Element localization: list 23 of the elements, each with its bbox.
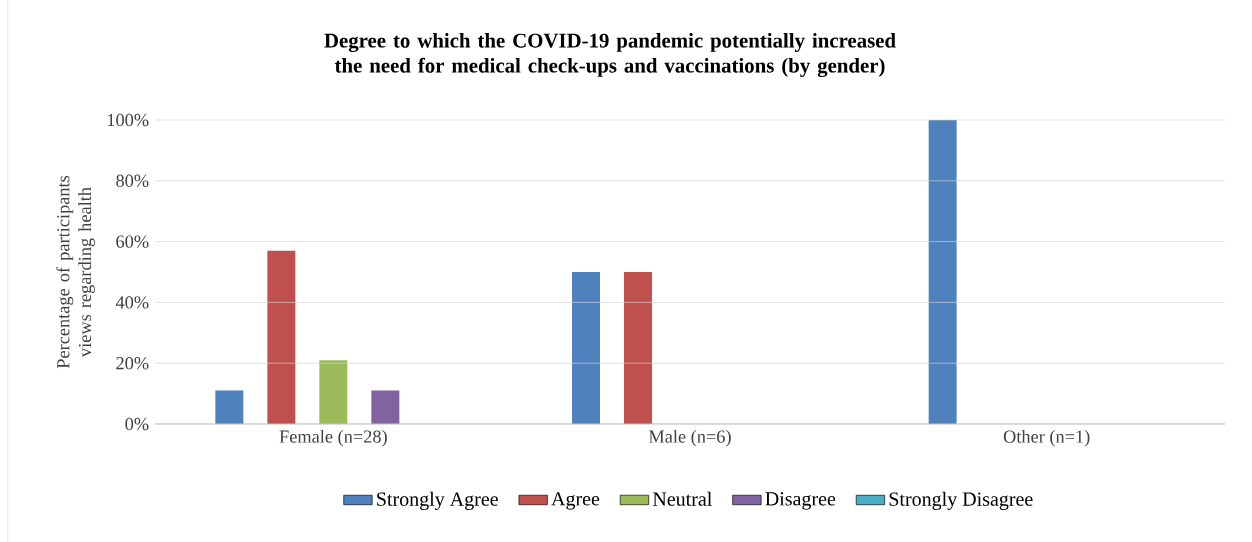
x-tick-label: Female (n=28) <box>279 429 387 447</box>
chart-title: Degree to which the COVID-19 pandemic potentially increased the need for medical check-ups and vaccinations (by gender) <box>324 32 896 78</box>
bar <box>319 360 348 424</box>
y-axis-title: Percentage of participants views regarding health <box>56 175 95 369</box>
x-tick-label: Other (n=1) <box>1003 429 1090 447</box>
legend-label: Disagree <box>765 492 836 510</box>
bar <box>371 390 400 424</box>
bar <box>928 120 957 424</box>
bar <box>624 272 653 424</box>
legend-label: Strongly Disagree <box>889 491 1033 510</box>
y-tick-label: 80% <box>116 174 149 188</box>
y-tick-label: 100% <box>107 113 149 127</box>
legend-label: Agree <box>551 492 600 510</box>
x-tick-label: Male (n=6) <box>648 429 731 447</box>
legend-label: Strongly Agree <box>377 491 498 510</box>
y-tick-label: 20% <box>116 357 149 370</box>
bar <box>572 272 601 424</box>
legend-label: Neutral <box>652 491 712 506</box>
bar <box>215 390 244 424</box>
y-tick-label: 40% <box>115 296 149 309</box>
y-tick-label: 0% <box>125 417 149 431</box>
bar <box>267 250 296 424</box>
y-tick-label: 60% <box>116 235 149 248</box>
